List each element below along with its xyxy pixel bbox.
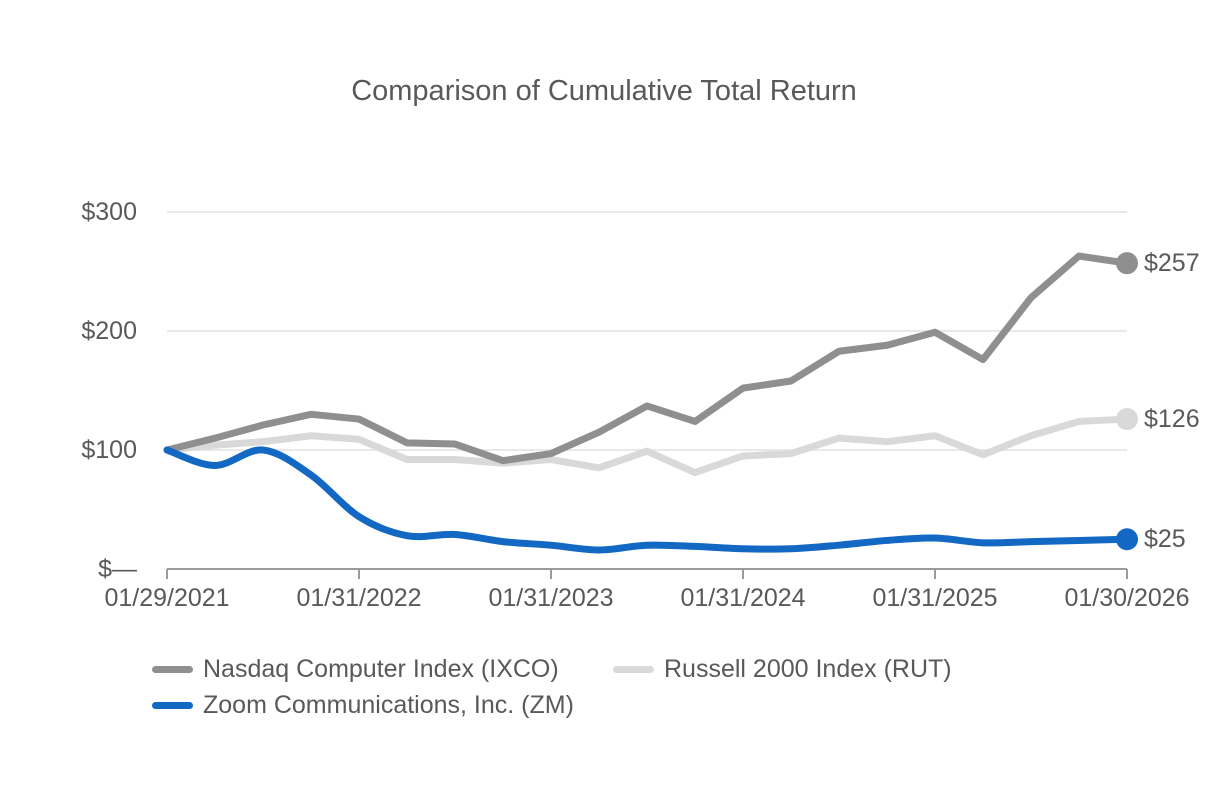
- legend-item-ixco: Nasdaq Computer Index (IXCO): [152, 654, 613, 684]
- y-tick-label: $100: [81, 436, 137, 464]
- series-end-value-ixco: $257: [1144, 249, 1200, 277]
- legend-label-ixco: Nasdaq Computer Index (IXCO): [203, 655, 559, 683]
- x-tick-label: 01/31/2023: [488, 584, 614, 612]
- chart-title: Comparison of Cumulative Total Return: [351, 75, 857, 107]
- x-tick-label: 01/31/2024: [680, 584, 806, 612]
- series-end-value-rut: $126: [1144, 405, 1200, 433]
- legend-row: Zoom Communications, Inc. (ZM): [152, 690, 952, 720]
- chart-legend: Nasdaq Computer Index (IXCO) Russell 200…: [152, 654, 952, 726]
- legend-item-rut: Russell 2000 Index (RUT): [613, 654, 952, 684]
- series-end-value-zm: $25: [1144, 525, 1186, 553]
- legend-row: Nasdaq Computer Index (IXCO) Russell 200…: [152, 654, 952, 684]
- x-tick-label: 01/31/2025: [872, 584, 998, 612]
- legend-swatch-zm: [152, 701, 193, 709]
- legend-swatch-rut: [613, 665, 654, 673]
- y-tick-label: $200: [81, 317, 137, 345]
- x-tick-label: 01/29/2021: [104, 584, 230, 612]
- y-tick-label: $300: [81, 198, 137, 226]
- legend-item-zm: Zoom Communications, Inc. (ZM): [152, 690, 574, 720]
- legend-swatch-ixco: [152, 665, 193, 673]
- x-tick-label: 01/31/2022: [296, 584, 422, 612]
- x-tick-label: 01/30/2026: [1064, 584, 1190, 612]
- y-tick-label: $—: [98, 555, 137, 583]
- legend-label-rut: Russell 2000 Index (RUT): [664, 655, 952, 683]
- legend-label-zm: Zoom Communications, Inc. (ZM): [203, 691, 574, 719]
